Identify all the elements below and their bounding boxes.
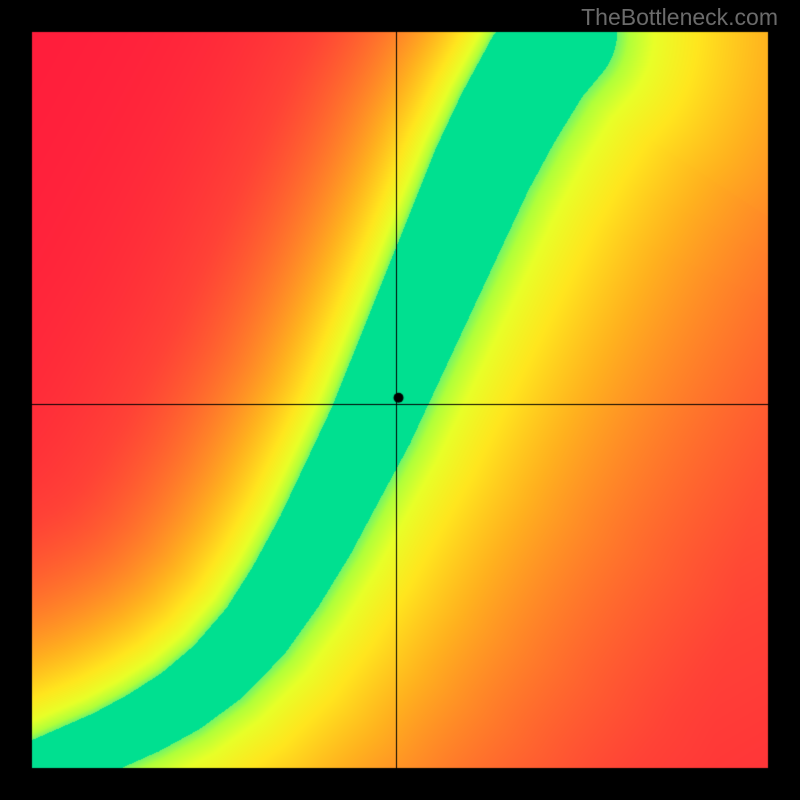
chart-container: TheBottleneck.com <box>0 0 800 800</box>
bottleneck-heatmap <box>0 0 800 800</box>
watermark-text: TheBottleneck.com <box>581 4 778 31</box>
